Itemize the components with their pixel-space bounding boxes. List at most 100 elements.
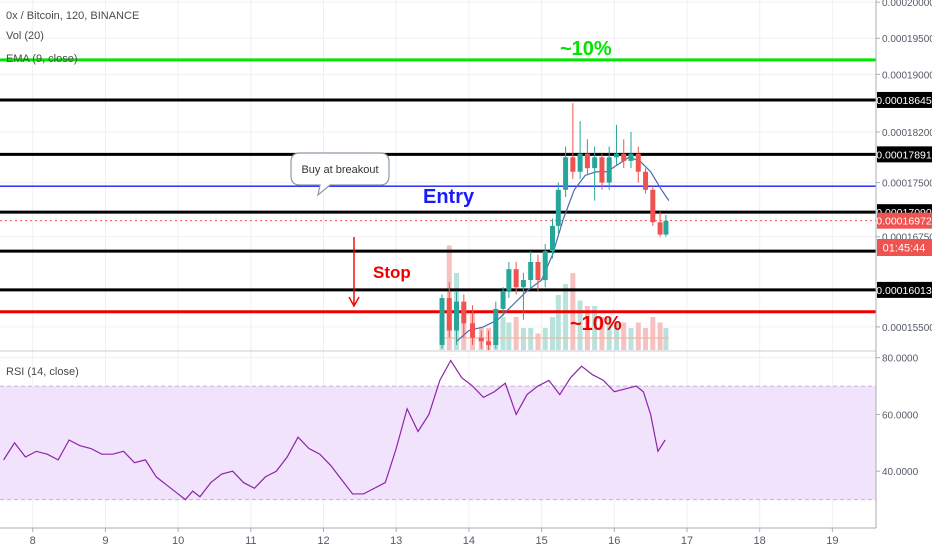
candle-body	[657, 222, 663, 235]
time-tick-label: 8	[30, 535, 36, 547]
volume-bar	[643, 328, 649, 350]
breakout-callout[interactable]: Buy at breakout	[290, 152, 390, 197]
candle-body	[643, 171, 649, 190]
candle-body	[549, 225, 555, 252]
candle	[446, 282, 452, 338]
candle	[592, 146, 598, 201]
candle-body	[470, 323, 476, 338]
time-tick-label: 12	[317, 535, 329, 547]
volume-bar	[563, 284, 569, 350]
candle-body	[493, 308, 499, 345]
price-tick-label: 0.00020000	[882, 0, 932, 9]
candle-body	[478, 337, 484, 342]
candle	[439, 294, 445, 349]
candle-body	[606, 157, 612, 183]
candle-body	[650, 189, 656, 223]
candle	[570, 103, 576, 179]
countdown-badge	[877, 239, 932, 256]
candle-body	[454, 301, 460, 331]
candle-body	[513, 269, 519, 288]
level-tag-text: 0.00018645	[876, 95, 932, 107]
rsi-tick-label: 80.0000	[882, 354, 919, 365]
volume-bar	[500, 317, 506, 350]
volume-bar	[506, 322, 512, 350]
time-tick-label: 19	[826, 535, 838, 547]
candle-body	[446, 298, 452, 331]
volume-bar	[657, 322, 663, 350]
candle-body	[563, 157, 569, 190]
candle	[520, 272, 526, 320]
candle	[563, 146, 569, 198]
candle	[454, 290, 460, 345]
volume-bar	[584, 306, 590, 350]
rsi-tick-label: 40.0000	[882, 467, 919, 478]
candle-body	[577, 153, 583, 172]
candle	[577, 121, 583, 179]
target-percent-label[interactable]: ~10%	[560, 38, 612, 60]
candle	[650, 186, 656, 226]
level-tag-bg	[877, 281, 932, 298]
volume-bar	[621, 322, 627, 350]
candle	[555, 182, 561, 234]
volume-bar	[520, 328, 526, 350]
volume-bar	[542, 328, 548, 350]
candle	[643, 168, 649, 194]
volume-bar	[549, 317, 555, 350]
candle	[628, 132, 634, 169]
candle-body	[663, 220, 669, 235]
candle	[470, 305, 476, 345]
price-tags: 0.000186450.000178910.000170900.00016013…	[876, 91, 932, 298]
stop-arrow[interactable]	[348, 237, 360, 308]
candle-body	[542, 251, 548, 280]
candle-body	[439, 298, 445, 345]
candle-body	[599, 157, 605, 183]
time-axis[interactable]: 8 9 10 11 12 13 14 15 16 17 18 19	[30, 528, 839, 547]
volume-bar	[635, 322, 641, 350]
candle-body	[570, 157, 576, 172]
rsi-tick-label: 60.0000	[882, 410, 919, 421]
time-tick-label: 13	[390, 535, 402, 547]
price-tick-label: 0.00019500	[882, 34, 932, 45]
candle	[513, 261, 519, 295]
time-tick-label: 9	[102, 535, 108, 547]
entry-label[interactable]: Entry	[423, 186, 475, 208]
candle-body	[535, 261, 541, 280]
level-tag-text: 0.00017891	[876, 149, 932, 161]
time-tick-label: 17	[681, 535, 693, 547]
candles	[439, 103, 669, 350]
volume-bar	[528, 328, 534, 350]
time-tick-label: 10	[172, 535, 184, 547]
time-tick-label: 18	[754, 535, 766, 547]
candle	[584, 139, 590, 176]
time-tick-label: 16	[608, 535, 620, 547]
volume-bar	[663, 328, 669, 350]
level-tag-bg	[877, 146, 932, 163]
candle-body	[461, 301, 467, 324]
candle-body	[584, 153, 590, 169]
candle	[613, 124, 619, 165]
horizontal-levels[interactable]	[0, 58, 876, 314]
volume-bar	[606, 317, 612, 350]
volume-bar	[613, 322, 619, 350]
vol-legend: Vol (20)	[6, 30, 44, 42]
candle-body	[621, 153, 627, 161]
level-tag-bg	[877, 91, 932, 108]
volume-bar	[513, 317, 519, 350]
candle	[549, 218, 555, 259]
price-tick-label: 0.00018200	[882, 128, 932, 139]
price-tick-label: 0.00016750	[882, 233, 932, 244]
candle	[493, 301, 499, 349]
candle-body	[500, 290, 506, 309]
volume-bar	[650, 317, 656, 350]
candle-body	[528, 261, 534, 280]
rsi-legend: RSI (14, close)	[6, 366, 79, 378]
level-tag-text: 0.00016013	[876, 285, 932, 297]
candle	[542, 243, 548, 288]
stop-label[interactable]: Stop	[373, 263, 411, 282]
stop-percent-label[interactable]: ~10%	[570, 313, 622, 335]
rsi-axis[interactable]: 80.0000 60.0000 40.0000	[876, 354, 919, 479]
volume-bar	[592, 306, 598, 350]
candle-body	[635, 153, 641, 172]
